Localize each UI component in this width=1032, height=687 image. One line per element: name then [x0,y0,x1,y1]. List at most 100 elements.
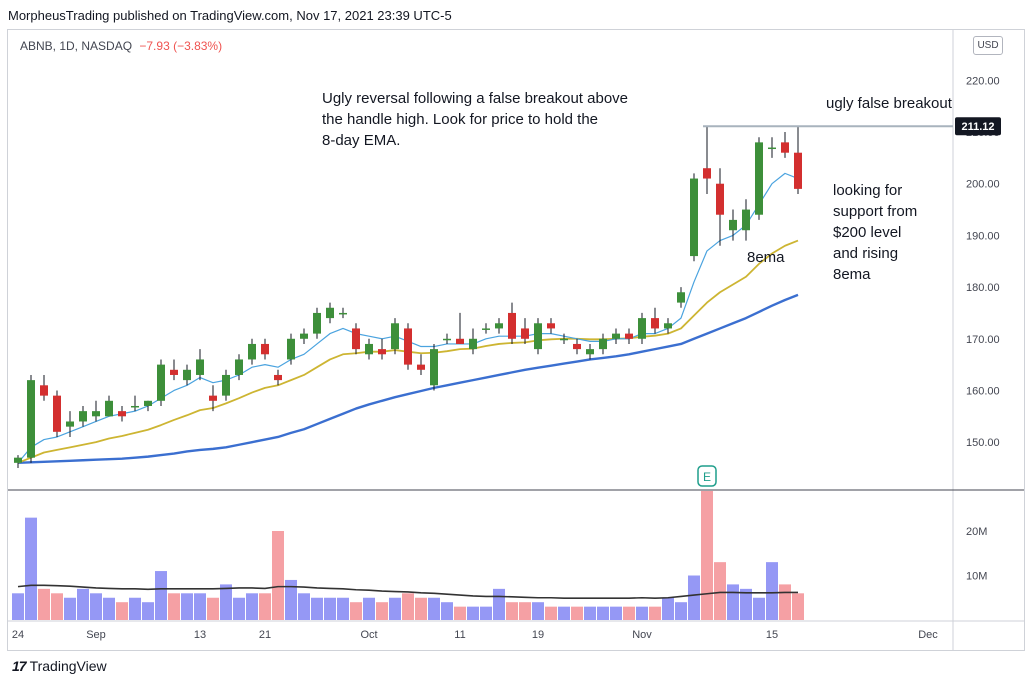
volume-bar [675,602,687,620]
time-tick-label: 13 [194,629,206,641]
symbol-label: ABNB, 1D, NASDAQ [20,39,133,53]
volume-bar [649,606,661,620]
chart-frame [7,29,1025,651]
volume-bar [51,593,63,620]
candle-body [495,323,503,329]
volume-bar [168,593,180,620]
volume-bar [558,606,570,620]
candle-body [196,359,204,375]
volume-bar [389,597,401,620]
volume-bar [467,606,479,620]
candle-body [534,323,542,350]
candle-body [27,380,35,458]
candle-body [404,328,412,365]
volume-bar [363,597,375,620]
support-annotation: looking for support from $200 level and … [833,182,918,283]
volume-bar [285,579,297,620]
candle-body [274,374,282,381]
false-breakout-label: ugly false breakout [826,95,952,112]
candle-body [664,323,672,329]
candle-body [326,307,334,319]
volume-bar [376,602,388,620]
candle-body [118,411,126,417]
candle-body [131,405,139,408]
candle-body [508,312,516,339]
volume-bar [571,606,583,620]
volume-average-line [17,584,798,599]
volume-bar [116,602,128,620]
brand-name: TradingView [29,658,107,674]
earnings-marker-label: E [703,470,711,484]
earnings-marker [697,465,717,487]
candle-body [430,349,438,386]
candle-body [287,338,295,360]
candle-body [417,364,425,370]
ema8-line [17,172,799,464]
candle-body [768,147,776,150]
last-price-label: 211.12 [961,121,994,133]
volume-bar [103,597,115,620]
volume-bar [779,584,791,620]
price-tick-label: 180.00 [966,282,1000,294]
volume-bar [246,593,258,620]
candle-body [235,359,243,375]
candle-body [638,318,646,339]
candle-body [248,343,256,360]
candle-body [794,152,802,189]
candle-body [781,142,789,153]
axes: 150.00160.00170.00180.00190.00200.00210.… [8,30,1024,651]
candle-body [625,333,633,339]
time-tick-label: 15 [766,629,778,641]
volume-bar [220,584,232,620]
volume-bar [233,597,245,620]
candle-body [469,338,477,350]
candle-body [209,395,217,401]
candle-body [456,338,464,344]
tradingview-logo[interactable]: 17 TradingView [12,658,107,674]
candle-body [53,395,61,432]
candle-body [339,312,347,315]
volume-bar [766,562,778,620]
tv-logo-icon: 17 [12,658,27,674]
candle-body [313,312,321,334]
candle-body [716,183,724,215]
candle-body [66,421,74,427]
volume-bar [714,562,726,620]
price-tick-label: 220.00 [966,75,1000,87]
symbol-legend[interactable]: ABNB, 1D, NASDAQ −7.93 (−3.83%) [20,39,222,53]
time-tick-label: 24 [12,629,24,641]
candle-body [690,178,698,257]
volume-bar [610,606,622,620]
volume-bar [350,602,362,620]
candle-body [573,343,581,350]
volume-bar [25,517,37,620]
candle-body [677,292,685,303]
volume-bar [584,606,596,620]
volume-bar [181,593,193,620]
candle-body [703,168,711,179]
candle-body [105,400,113,417]
currency-button[interactable]: USD [973,36,1003,55]
volume-bar [259,593,271,620]
price-change: −7.93 (−3.83%) [139,39,223,53]
volume-bar [493,588,505,620]
sma50-line [17,293,799,465]
price-tick-label: 150.00 [966,437,1000,449]
volume-bar [545,606,557,620]
candle-body [521,328,529,339]
volume-bar [753,597,765,620]
price-tick-label: 160.00 [966,385,1000,397]
volume-bar [402,593,414,620]
volume-bar [532,602,544,620]
volume-bar [90,593,102,620]
candle-body [144,400,152,406]
volume-bar [792,593,804,620]
candles [14,126,802,468]
candle-body [300,333,308,339]
volume-bar [506,602,518,620]
candle-body [547,323,555,329]
publish-info: MorpheusTrading published on TradingView… [8,8,452,23]
volume-tick-label: 20M [966,526,987,538]
volume-bar [519,602,531,620]
